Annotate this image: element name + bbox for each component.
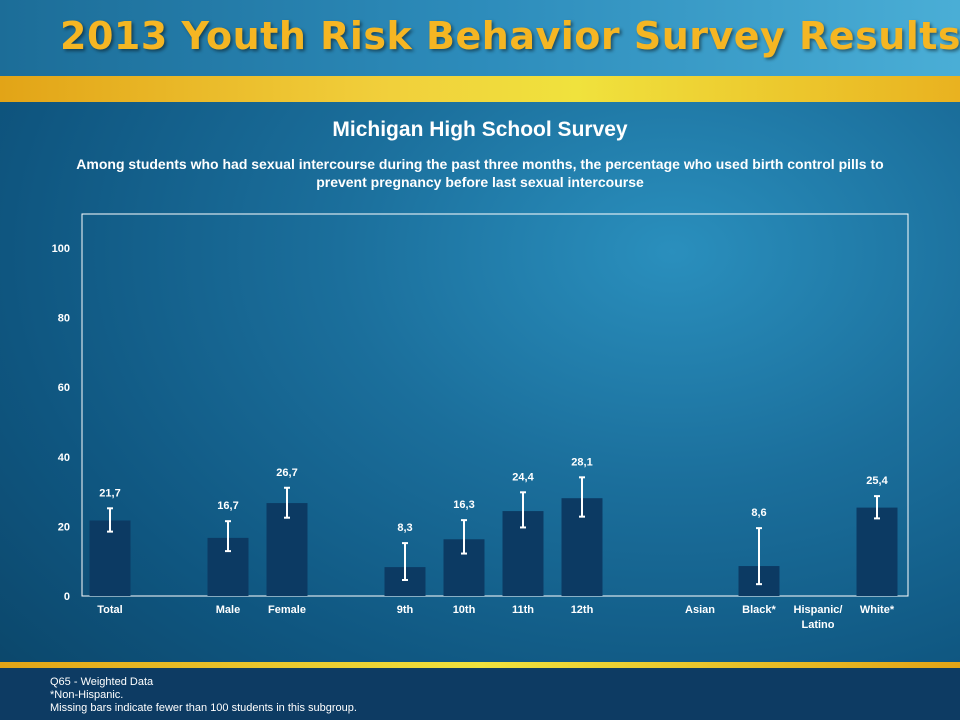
- chart-subtitle: Among students who had sexual intercours…: [76, 156, 884, 190]
- x-tick-label: 12th: [571, 604, 594, 616]
- x-tick-label: Asian: [685, 604, 715, 616]
- data-label: 8,6: [751, 507, 766, 519]
- data-label: 26,7: [276, 467, 297, 479]
- footer-note-data-source: Q65 - Weighted Data: [50, 676, 154, 688]
- y-tick-label: 60: [58, 382, 70, 394]
- data-label: 25,4: [866, 475, 888, 487]
- y-tick-label: 100: [52, 243, 70, 255]
- data-label: 28,1: [571, 456, 592, 468]
- x-tick-label: Black*: [742, 604, 776, 616]
- data-label: 24,4: [512, 471, 534, 483]
- header-accent-bar: [0, 76, 960, 102]
- x-tick-label: Hispanic/: [794, 604, 843, 616]
- x-tick-label: Total: [97, 604, 122, 616]
- footer-note-missing-bars: Missing bars indicate fewer than 100 stu…: [50, 702, 357, 714]
- header-band: [0, 0, 960, 76]
- x-tick-label: 9th: [397, 604, 414, 616]
- bar: [89, 520, 131, 596]
- data-label: 8,3: [397, 522, 412, 534]
- x-tick-label: Female: [268, 604, 306, 616]
- x-tick-label: 10th: [453, 604, 476, 616]
- page-title: 2013 Youth Risk Behavior Survey Results: [60, 14, 960, 58]
- chart-title: Michigan High School Survey: [332, 118, 628, 141]
- bar: [856, 507, 898, 596]
- footer-note-non-hispanic: *Non-Hispanic.: [50, 689, 124, 701]
- data-label: 16,3: [453, 499, 474, 511]
- y-tick-label: 0: [64, 591, 70, 603]
- x-tick-label: White*: [860, 604, 895, 616]
- footer-accent-line: [0, 662, 960, 668]
- x-tick-label: Latino: [802, 619, 835, 631]
- x-tick-label: Male: [216, 604, 240, 616]
- footer-notes: Q65 - Weighted Data *Non-Hispanic. Missi…: [50, 676, 357, 715]
- x-tick-label: 11th: [512, 604, 534, 616]
- data-label: 21,7: [99, 487, 120, 499]
- data-label: 16,7: [217, 500, 238, 512]
- plot-frame: [81, 213, 909, 597]
- y-tick-label: 20: [58, 521, 70, 533]
- bar-chart: 0 20 40 60 80 100 21,7 Total 16,7 Male 26,7 Female 8…: [52, 213, 909, 631]
- y-tick-label: 40: [58, 452, 70, 464]
- y-tick-label: 80: [58, 313, 70, 325]
- footer-band: [0, 662, 960, 720]
